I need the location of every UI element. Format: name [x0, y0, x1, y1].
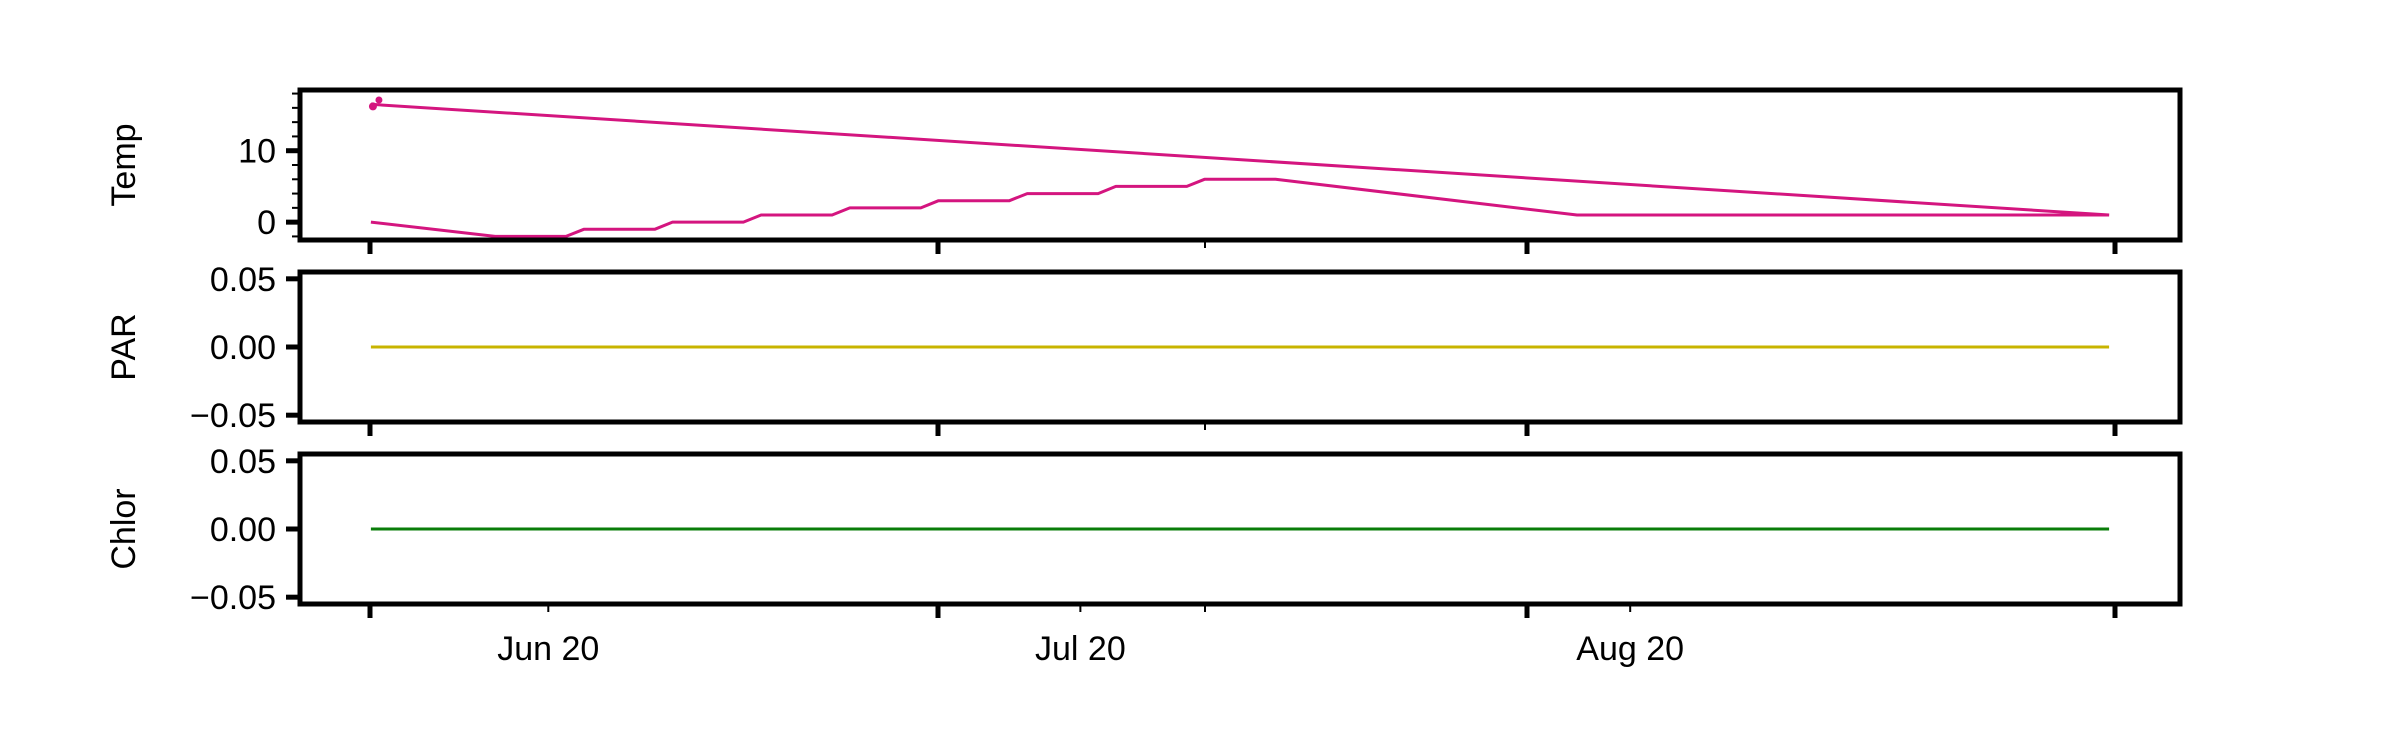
y-tick-label: 0.00	[210, 329, 276, 367]
y-tick-label: 0.05	[210, 261, 276, 299]
temp-series-2-line	[370, 177, 2110, 238]
panel-chlor: 0.05 0.00 −0.05 Chlor	[105, 443, 2183, 618]
panel-temp: 0 10 Temp	[105, 87, 2183, 254]
y-axis-label-temp: Temp	[105, 123, 143, 206]
y-tick-label: 0	[257, 204, 276, 242]
temp-start-marker	[368, 102, 377, 111]
x-tick-label: Aug 20	[1576, 630, 1684, 668]
y-axis-label-chlor: Chlor	[105, 488, 143, 569]
x-axis-ticks: Jun 20 Jul 20 Aug 20	[497, 604, 1684, 668]
chart-panels: 0 10 Temp 0.05 0.00 −0.05 PAR 0.05 0.00 −0.05 Chlo…	[105, 87, 2183, 618]
y-tick-label: −0.05	[190, 397, 276, 435]
y-tick-label: −0.05	[190, 579, 276, 617]
temp-start-marker	[375, 96, 383, 104]
y-axis-label-par: PAR	[105, 313, 143, 380]
panel-frame-temp	[297, 87, 2183, 243]
panel-par: 0.05 0.00 −0.05 PAR	[105, 261, 2183, 436]
x-tick-label: Jun 20	[497, 630, 599, 668]
y-tick-label: 0.05	[210, 443, 276, 481]
y-tick-label: 0.00	[210, 511, 276, 549]
y-tick-label: 10	[238, 133, 276, 171]
x-tick-label: Jul 20	[1035, 630, 1126, 668]
temp-series-1-line	[370, 102, 2110, 217]
